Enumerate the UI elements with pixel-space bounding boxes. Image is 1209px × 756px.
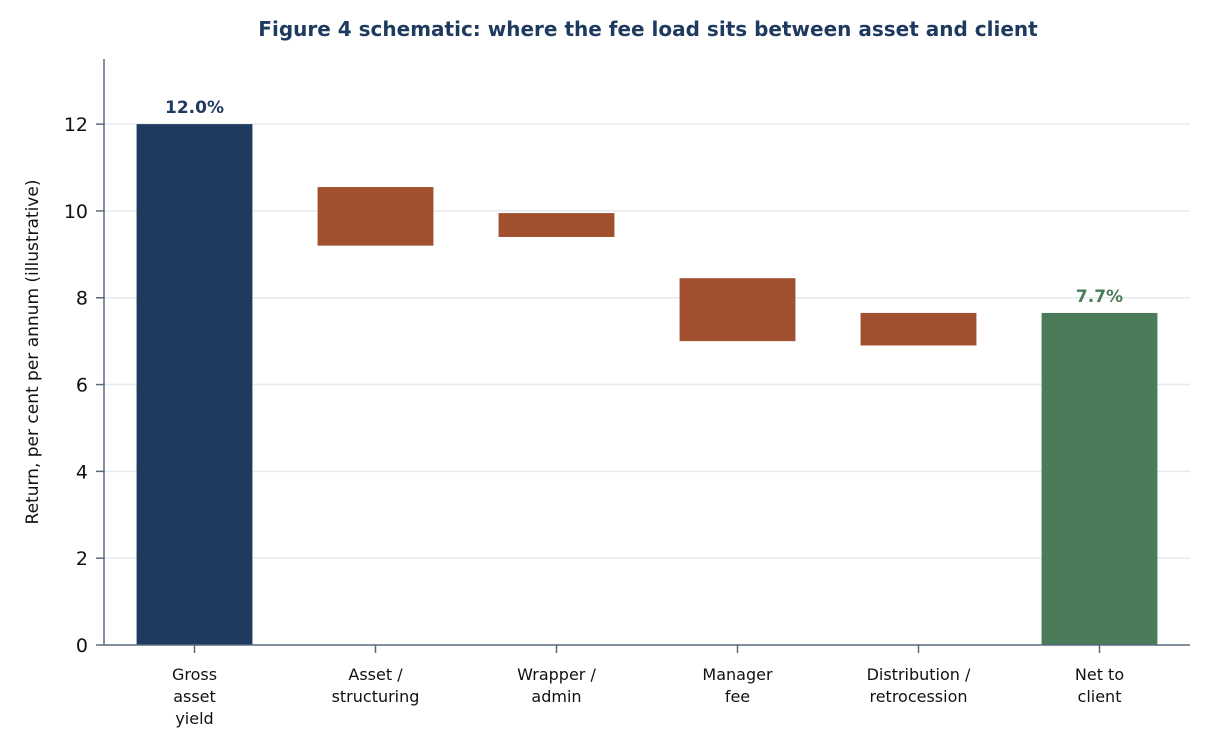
fee-bar	[679, 278, 796, 342]
bars	[136, 124, 1158, 646]
x-tick-label: Asset / structuring	[332, 665, 420, 706]
y-tick-label: 12	[64, 114, 88, 136]
x-tick-label-line: Asset /	[348, 665, 403, 684]
x-tick-label-line: Net to	[1075, 665, 1124, 684]
x-tick-label: Gross asset yield	[172, 665, 217, 728]
x-tick-label-line: Gross	[172, 665, 217, 684]
x-tick-label-line: structuring	[332, 687, 420, 706]
x-tick-label-line: retrocession	[869, 687, 967, 706]
x-tick-label: Wrapper / admin	[517, 665, 596, 706]
x-tick-label: Net to client	[1075, 665, 1124, 706]
x-tick-label-line: Wrapper /	[517, 665, 596, 684]
y-tick-label: 6	[76, 375, 88, 397]
data-label: 7.7%	[1076, 287, 1123, 307]
x-tick-label-line: asset	[173, 687, 216, 706]
x-tick-label-line: Manager	[702, 665, 773, 684]
data-label: 12.0%	[165, 98, 224, 118]
axes	[96, 59, 1190, 653]
chart-title: Figure 4 schematic: where the fee load s…	[258, 17, 1038, 41]
gridlines	[104, 123, 1190, 559]
x-tick-label-line: fee	[725, 687, 750, 706]
x-tick-label-line: admin	[531, 687, 581, 706]
y-tick-label: 10	[64, 201, 88, 223]
x-tick-label-line: yield	[175, 709, 213, 728]
y-axis-label: Return, per cent per annum (illustrative…	[23, 180, 43, 525]
y-tick-label: 4	[76, 461, 88, 483]
fee-bar	[860, 312, 977, 346]
x-tick-label: Manager fee	[702, 665, 773, 706]
x-tick-label-line: client	[1078, 687, 1122, 706]
y-tick-label: 2	[76, 548, 88, 570]
x-tick-label-line: Distribution /	[867, 665, 971, 684]
y-tick-label: 0	[76, 635, 88, 657]
tick-labels: 0 2 4 6 8 10 12 Gross asset yield Asset / structuri…	[64, 114, 1124, 728]
fee-bar	[498, 213, 615, 237]
fee-bar	[317, 187, 434, 246]
x-tick-label: Distribution / retrocession	[867, 665, 971, 706]
y-tick-label: 8	[76, 288, 88, 310]
total-bar	[1041, 312, 1158, 645]
data-labels: 12.0% 7.7%	[165, 98, 1123, 307]
total-bar	[136, 124, 253, 646]
